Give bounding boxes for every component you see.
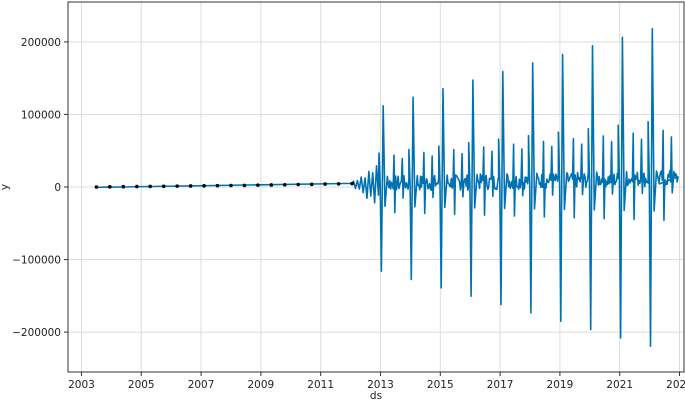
x-tick-label: 2023 [666, 379, 685, 391]
observed-point [175, 184, 179, 188]
x-tick-label: 2007 [188, 379, 215, 391]
observed-point [188, 184, 193, 188]
observed-point [323, 182, 327, 186]
observed-point [256, 183, 260, 187]
y-tick-label: −200000 [12, 327, 61, 339]
observed-point [336, 182, 341, 186]
observed-point [202, 184, 206, 188]
x-axis-label: ds [370, 390, 382, 402]
observed-point [309, 182, 314, 187]
y-tick-label: −100000 [12, 255, 61, 267]
observed-points [94, 181, 354, 189]
y-tick-label: 100000 [21, 109, 61, 121]
x-tick-label: 2003 [68, 379, 95, 391]
observed-point [269, 183, 274, 187]
observed-point [296, 182, 301, 187]
observed-point [148, 184, 153, 189]
x-tick-label: 2011 [307, 379, 334, 391]
y-axis-label: y [0, 184, 11, 190]
y-axis-ticks: −200000 −100000 0 100000 200000 [12, 37, 68, 339]
observed-point [121, 184, 126, 189]
series-layer [96, 27, 679, 348]
observed-point [350, 181, 354, 186]
x-tick-label: 2005 [128, 379, 155, 391]
y-tick-label: 0 [54, 182, 61, 194]
observed-point [134, 184, 139, 189]
observed-point [94, 185, 99, 189]
x-tick-label: 2021 [606, 379, 633, 391]
x-tick-label: 2013 [367, 379, 394, 391]
x-axis-ticks: 2003 2005 2007 2009 2011 2013 2015 2017 2019 2021… [68, 372, 685, 391]
observed-point [242, 183, 247, 188]
observed-point [229, 183, 233, 188]
x-tick-label: 2019 [547, 379, 574, 391]
observed-point [108, 185, 112, 189]
observed-point [161, 184, 166, 189]
x-tick-label: 2017 [487, 379, 514, 391]
forecast-line [96, 27, 679, 348]
observed-point [215, 183, 220, 188]
x-tick-label: 2009 [248, 379, 275, 391]
y-tick-label: 200000 [21, 37, 61, 49]
x-tick-label: 2015 [427, 379, 454, 391]
observed-point [282, 182, 287, 187]
